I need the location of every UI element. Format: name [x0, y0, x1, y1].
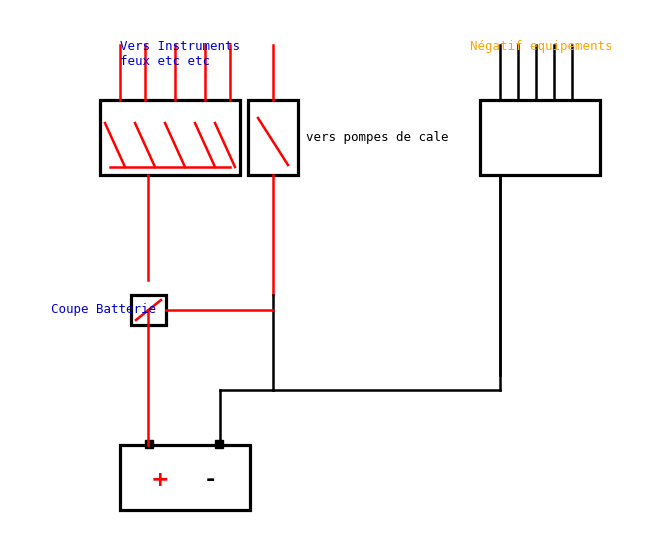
Bar	[131, 295, 166, 325]
Bar	[248, 100, 298, 175]
Bar	[100, 100, 240, 175]
Text: Négatif equipements: Négatif equipements	[470, 40, 612, 53]
Bar	[480, 100, 600, 175]
Bar	[120, 445, 250, 510]
Bar	[145, 440, 153, 448]
Text: vers pompes de cale: vers pompes de cale	[306, 131, 448, 144]
Text: Vers Instruments
feux etc etc: Vers Instruments feux etc etc	[120, 40, 240, 68]
Text: -: -	[205, 470, 215, 490]
Text: Coupe Batterie: Coupe Batterie	[51, 303, 156, 316]
Bar	[215, 440, 223, 448]
Text: +: +	[151, 470, 169, 490]
